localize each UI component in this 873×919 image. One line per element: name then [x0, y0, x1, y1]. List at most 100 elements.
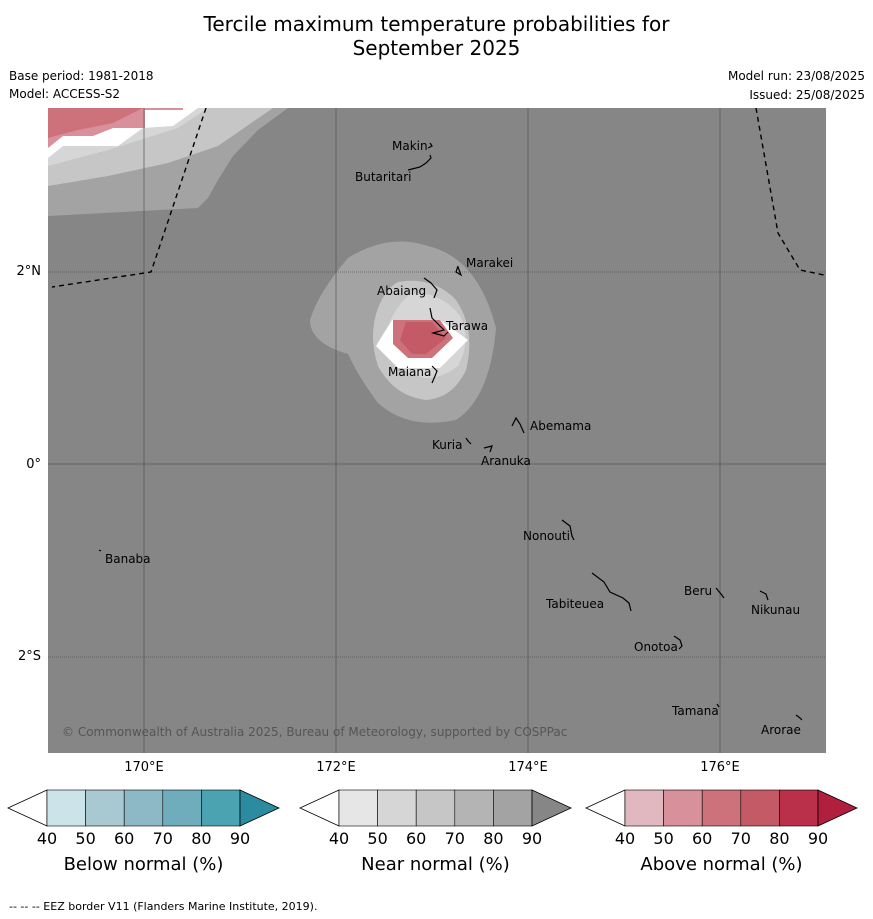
near-normal-tick-70: 70 [444, 829, 465, 848]
below-normal-tick-40: 40 [36, 829, 58, 848]
below-normal-tick-70: 70 [152, 829, 173, 848]
map-panel: Makin Butaritari Marakei Abaiang Tarawa … [48, 108, 826, 753]
near-normal-max-extension [531, 789, 572, 827]
label-tarawa: Tarawa [446, 319, 489, 333]
model-name: Model: ACCESS-S2 [9, 87, 121, 101]
lat-label-0: 0° [26, 457, 41, 472]
island-abaiang [423, 277, 438, 299]
near-normal-tick-40: 40 [328, 829, 350, 848]
island-beru [715, 587, 725, 599]
below-normal-tick-50: 50 [75, 829, 96, 848]
near-normal-tick-60: 60 [406, 829, 427, 848]
label-banaba: Banaba [105, 552, 151, 566]
island-makin [427, 142, 433, 149]
below-normal-label: Below normal (%) [63, 854, 224, 875]
island-maiana [431, 365, 438, 384]
above-normal-min-extension [585, 789, 626, 827]
lat-label-2n: 2°N [16, 264, 42, 279]
below-normal-min-extension [7, 789, 48, 827]
label-nikunau: Nikunau [751, 603, 801, 617]
island-nikunau [759, 590, 769, 601]
below-normal-swatch-3 [123, 789, 164, 827]
above-normal-tick-60: 60 [692, 829, 713, 848]
title-line-2: September 2025 [352, 36, 521, 60]
issued-date: Issued: 25/08/2025 [749, 88, 865, 102]
lon-label-174e: 174°E [508, 760, 548, 775]
lon-label-176e: 176°E [700, 760, 740, 775]
base-period: Base period: 1981-2018 [9, 69, 154, 83]
label-tamana: Tamana [672, 704, 719, 718]
above-normal-swatch-1 [624, 789, 664, 827]
island-marakei [455, 265, 463, 277]
eez-legend-note: -- -- -- EEZ border V11 (Flanders Marine… [9, 900, 318, 913]
title-line-1: Tercile maximum temperature probabilitie… [203, 12, 670, 36]
label-tabiteuea: Tabiteuea [546, 597, 605, 611]
above-normal-swatch-2 [663, 789, 703, 827]
near-normal-swatch-1 [338, 789, 378, 827]
map-svg [48, 108, 826, 753]
island-butaritari [407, 154, 432, 171]
label-arorae: Arorae [761, 723, 801, 737]
below-normal-swatch-4 [162, 789, 202, 827]
label-abaiang: Abaiang [377, 284, 427, 298]
above-normal-swatch-3 [701, 789, 742, 827]
below-normal-swatch-5 [201, 789, 241, 827]
island-onotoa [673, 635, 683, 650]
below-normal-swatch-2 [85, 789, 125, 827]
below-normal-swatch-1 [46, 789, 86, 827]
above-normal-tick-90: 90 [807, 829, 829, 848]
near-normal-min-extension [299, 789, 340, 827]
near-normal-tick-50: 50 [367, 829, 388, 848]
below-normal-tick-90: 90 [229, 829, 251, 848]
copyright-notice: © Commonwealth of Australia 2025, Bureau… [62, 725, 568, 739]
label-beru: Beru [684, 584, 713, 598]
above-normal-tick-70: 70 [730, 829, 751, 848]
model-run: Model run: 23/08/2025 [727, 69, 865, 83]
island-abemama [511, 416, 525, 434]
lon-label-170e: 170°E [124, 760, 164, 775]
above-normal-max-extension [817, 789, 858, 827]
label-aranuka: Aranuka [481, 454, 531, 468]
label-abemama: Abemama [530, 419, 592, 433]
eez-border [51, 108, 825, 288]
above-normal-label: Above normal (%) [640, 854, 803, 875]
island-aranuka [483, 445, 493, 453]
label-nonouti: Nonouti [523, 529, 570, 543]
lon-label-172e: 172°E [316, 760, 356, 775]
above-normal-swatch-5 [779, 789, 819, 827]
graticule [48, 108, 826, 753]
above-normal-tick-50: 50 [653, 829, 674, 848]
island-nonouti [561, 519, 575, 541]
island-tamana [716, 703, 720, 708]
lat-label-2s: 2°S [17, 649, 41, 664]
colorbars-svg [7, 789, 858, 827]
island-outlines [98, 142, 803, 721]
below-normal-tick-80: 80 [191, 829, 212, 848]
above-normal-colorbar [585, 789, 858, 827]
below-normal-tick-60: 60 [114, 829, 135, 848]
island-kuria [465, 437, 472, 445]
label-butaritari: Butaritari [355, 170, 412, 184]
label-marakei: Marakei [466, 256, 514, 270]
label-onotoa: Onotoa [634, 640, 678, 654]
below-normal-max-extension [239, 789, 280, 827]
label-makin: Makin [392, 139, 428, 153]
near-normal-tick-90: 90 [521, 829, 543, 848]
above-normal-swatch-4 [740, 789, 780, 827]
below-normal-colorbar [7, 789, 280, 827]
above-normal-tick-40: 40 [614, 829, 636, 848]
near-normal-swatch-5 [493, 789, 533, 827]
island-tabiteuea [591, 572, 632, 612]
island-banaba [98, 549, 102, 552]
near-normal-label: Near normal (%) [361, 854, 510, 875]
above-normal-tick-80: 80 [769, 829, 790, 848]
above-normal-core-top [48, 108, 143, 138]
near-normal-swatch-3 [415, 789, 456, 827]
island-arorae [795, 714, 803, 721]
label-maiana: Maiana [388, 365, 432, 379]
near-normal-tick-80: 80 [483, 829, 504, 848]
label-kuria: Kuria [432, 438, 463, 452]
near-normal-swatch-2 [377, 789, 417, 827]
title: Tercile maximum temperature probabilitie… [0, 12, 873, 60]
near-normal-colorbar [299, 789, 572, 827]
